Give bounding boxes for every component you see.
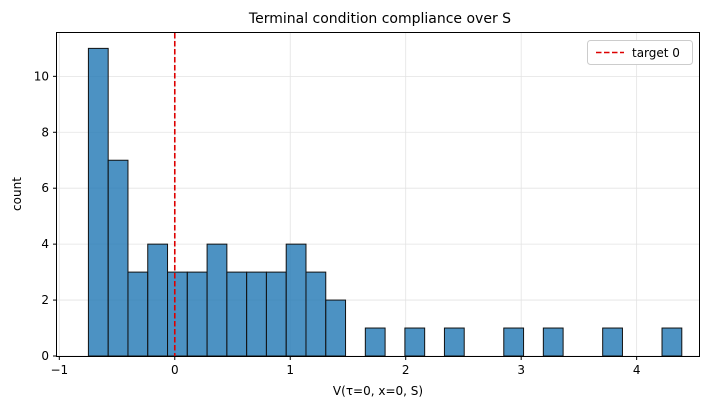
x-axis-ticks: −1 0 1 2 3 4 (50, 356, 640, 377)
histogram-bar (127, 271, 149, 357)
histogram-bar (206, 243, 228, 357)
histogram-bar (265, 271, 287, 357)
chart-title: Terminal condition compliance over S (248, 11, 511, 27)
histogram-bar (305, 271, 327, 357)
histogram-bar (226, 271, 248, 357)
histogram-bar (107, 159, 129, 357)
histogram-bar (87, 47, 109, 357)
histogram-bar (443, 327, 465, 357)
x-tick-label: 1 (286, 363, 294, 377)
legend-label: target 0 (632, 46, 680, 60)
x-tick-label: 3 (517, 363, 525, 377)
histogram-bar (661, 327, 683, 357)
x-tick-label: −1 (50, 363, 68, 377)
legend: target 0 (587, 40, 693, 65)
y-tick-label: 6 (41, 181, 49, 195)
y-tick-label: 4 (41, 237, 49, 251)
histogram-bar (285, 243, 307, 357)
x-axis-label: V(τ=0, x=0, S) (333, 384, 423, 398)
y-tick-label: 0 (41, 349, 49, 363)
histogram-bar (325, 299, 347, 357)
y-axis-ticks: 0 2 4 6 8 10 (34, 69, 57, 363)
histogram-bar (147, 243, 169, 357)
plot-frame (56, 32, 700, 357)
y-tick-label: 8 (41, 125, 49, 139)
histogram-bar (602, 327, 623, 357)
histogram-bar (167, 271, 188, 357)
y-tick-label: 10 (34, 69, 49, 83)
y-tick-label: 2 (41, 293, 49, 307)
histogram-bar (542, 327, 564, 357)
y-axis-label: count (10, 177, 24, 211)
histogram-bar (246, 271, 267, 357)
x-tick-label: 4 (633, 363, 641, 377)
histogram-bar (503, 327, 525, 357)
histogram-bar (404, 327, 426, 357)
x-tick-label: 0 (171, 363, 179, 377)
histogram-bars (87, 47, 683, 357)
histogram-bar (186, 271, 208, 357)
histogram-bar (364, 327, 386, 357)
x-tick-label: 2 (402, 363, 410, 377)
legend-box (587, 40, 693, 65)
